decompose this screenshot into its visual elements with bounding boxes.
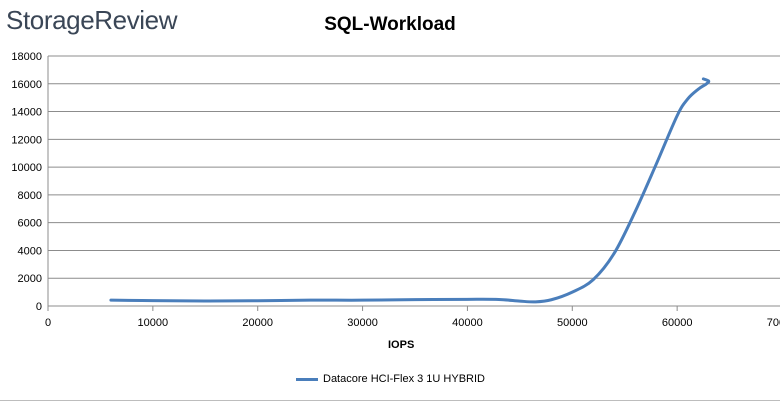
x-tick-label: 50000 [557, 317, 588, 329]
x-tick-label: 60000 [662, 317, 693, 329]
y-tick-label: 14000 [11, 107, 42, 119]
y-tick-label: 0 [36, 301, 42, 313]
series-line [109, 77, 711, 304]
x-tick-label: 70000 [767, 317, 780, 329]
y-tick-label: 16000 [11, 79, 42, 91]
y-tick-label: 6000 [18, 218, 42, 230]
y-tick-label: 2000 [18, 273, 42, 285]
y-tick-label: 18000 [11, 51, 42, 63]
legend-label: Datacore HCI-Flex 3 1U HYBRID [323, 373, 485, 385]
x-tick-label: 0 [45, 317, 51, 329]
x-axis-label: IOPS [388, 339, 415, 351]
legend: Datacore HCI-Flex 3 1U HYBRID [296, 373, 485, 385]
x-tick-label: 10000 [138, 317, 169, 329]
y-tick-label: 4000 [18, 245, 42, 257]
x-tick-label: 40000 [452, 317, 483, 329]
brand-logo: StorageReview [6, 5, 178, 35]
legend-swatch [296, 377, 318, 381]
y-tick-label: 8000 [18, 190, 42, 202]
x-tick-label: 20000 [242, 317, 273, 329]
y-tick-label: 12000 [11, 134, 42, 146]
chart-title: SQL-Workload [324, 14, 456, 35]
x-tick-label: 30000 [347, 317, 378, 329]
y-tick-label: 10000 [11, 162, 42, 174]
